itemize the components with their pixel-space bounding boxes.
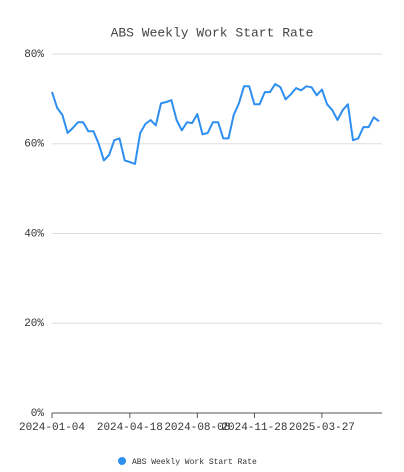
y-tick-label: 20% — [24, 318, 44, 330]
x-tick-label: 2024-04-18 — [97, 422, 163, 434]
y-tick-label: 40% — [24, 228, 44, 240]
x-tick-label: 2024-11-28 — [221, 422, 287, 434]
x-tick-label: 2025-03-27 — [289, 422, 355, 434]
data-line — [51, 83, 380, 165]
y-tick-label: 60% — [24, 139, 44, 151]
legend-marker — [118, 457, 126, 465]
chart-title: ABS Weekly Work Start Rate — [111, 25, 314, 40]
y-tick-label: 80% — [24, 49, 44, 61]
y-tick-label: 0% — [31, 408, 45, 420]
legend-label: ABS Weekly Work Start Rate — [132, 458, 257, 467]
x-tick-label: 2024-01-04 — [19, 422, 85, 434]
x-tick-label: 2024-08-08 — [164, 422, 230, 434]
